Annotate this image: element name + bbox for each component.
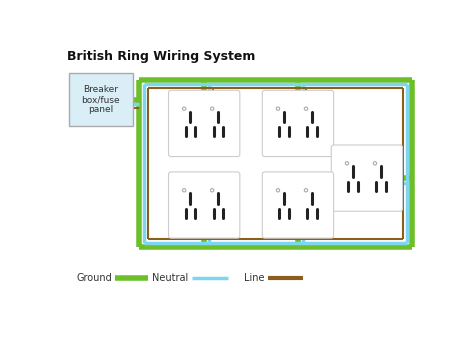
Text: Neutral: Neutral [153,273,189,283]
FancyBboxPatch shape [69,74,133,126]
Text: Line: Line [244,273,264,283]
FancyBboxPatch shape [262,172,334,238]
Text: British Ring Wiring System: British Ring Wiring System [67,50,255,63]
FancyBboxPatch shape [169,90,240,157]
Text: Breaker
box/fuse
panel: Breaker box/fuse panel [82,85,120,115]
FancyBboxPatch shape [262,90,334,157]
FancyBboxPatch shape [169,172,240,238]
FancyBboxPatch shape [331,145,402,211]
Text: Ground: Ground [76,273,112,283]
